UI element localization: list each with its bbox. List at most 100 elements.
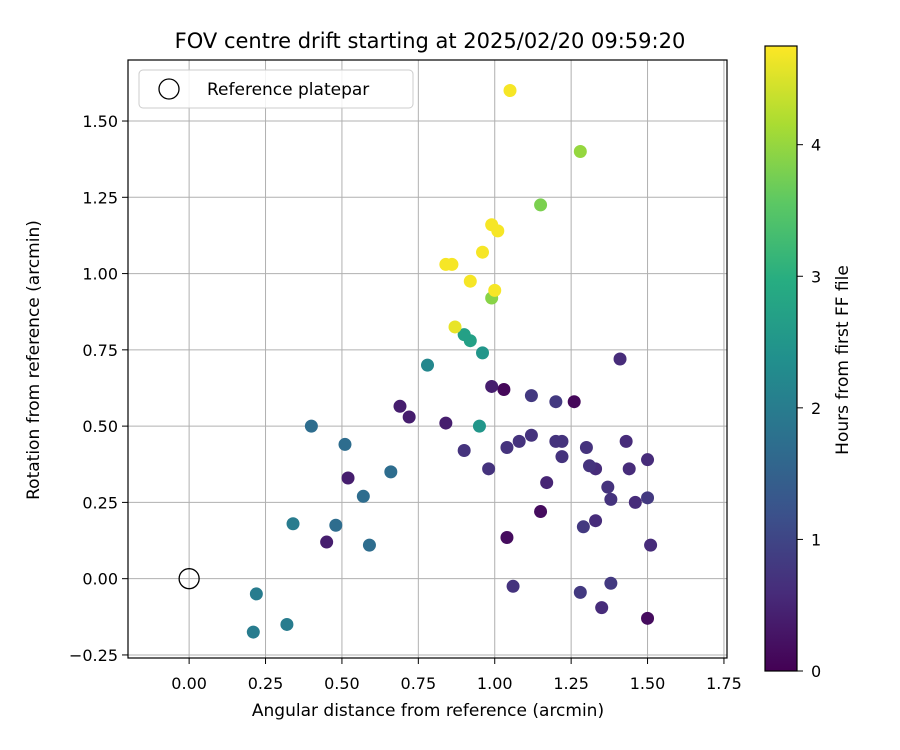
data-point: [421, 358, 434, 372]
colorbar-label: Hours from first FF file: [833, 265, 853, 455]
data-point: [622, 462, 636, 476]
data-point: [641, 611, 655, 625]
data-point: [457, 328, 471, 342]
data-point: [641, 491, 655, 505]
x-tick-label: 1.75: [706, 674, 742, 693]
data-point: [619, 434, 633, 448]
y-tick-label: 1.50: [82, 112, 118, 131]
legend-marker-icon: [158, 78, 180, 100]
y-tick-label: 1.00: [82, 265, 118, 284]
data-point: [304, 419, 318, 433]
data-point: [485, 379, 499, 393]
data-point: [384, 465, 398, 479]
data-point: [604, 492, 618, 506]
data-point: [534, 198, 548, 212]
data-point: [628, 495, 642, 509]
grid-lines: [128, 60, 727, 658]
data-point: [362, 538, 376, 552]
data-point: [439, 416, 453, 430]
chart-title: FOV centre drift starting at 2025/02/20 …: [175, 29, 686, 53]
colorbar-tick-label: 3: [811, 267, 821, 286]
x-tick-label: 0.00: [171, 674, 207, 693]
data-point: [445, 257, 459, 271]
colorbar-frame: [764, 45, 798, 672]
data-point: [457, 444, 471, 458]
data-point: [472, 419, 486, 433]
data-point: [641, 453, 655, 467]
data-point: [476, 346, 490, 360]
data-point: [356, 489, 370, 503]
data-point: [249, 587, 263, 601]
data-point: [567, 395, 581, 409]
x-tick-label: 0.25: [248, 674, 284, 693]
data-point: [613, 352, 627, 366]
colorbar-tick-label: 4: [811, 136, 821, 155]
x-axis-label: Angular distance from reference (arcmin): [252, 701, 604, 721]
y-axis-ticks: −0.25 0.00 0.25 0.50 0.75 1.00 1.25 1.50: [69, 112, 128, 665]
y-tick-label: 0.00: [82, 570, 118, 589]
colorbar-ticks: 0 1 2 3 4: [797, 136, 821, 681]
data-point: [393, 399, 407, 413]
data-point: [604, 576, 618, 590]
y-tick-label: 0.75: [82, 341, 118, 360]
data-point: [488, 283, 502, 297]
plot-frame: [127, 59, 728, 659]
x-tick-label: 0.50: [324, 674, 360, 693]
data-point: [497, 383, 511, 397]
data-point: [595, 601, 609, 615]
data-point: [573, 585, 587, 599]
data-point: [463, 274, 477, 288]
colorbar-gradient: [765, 46, 797, 671]
x-tick-label: 1.25: [553, 674, 589, 693]
colorbar-tick-label: 0: [811, 662, 821, 681]
legend-entry-reference: Reference platepar: [207, 80, 369, 100]
y-axis-label: Rotation from reference (arcmin): [24, 220, 44, 500]
legend: Reference platepar: [138, 69, 414, 109]
data-point: [579, 440, 593, 454]
data-point: [402, 410, 416, 424]
x-tick-label: 1.00: [477, 674, 513, 693]
data-point: [549, 434, 563, 448]
y-tick-label: 0.25: [82, 493, 118, 512]
data-point: [524, 389, 538, 403]
data-point: [491, 224, 505, 238]
data-points: [246, 84, 658, 639]
data-point: [500, 530, 514, 544]
reference-point-marker: [178, 568, 200, 590]
colorbar-tick-label: 1: [811, 530, 821, 549]
y-tick-label: 1.25: [82, 188, 118, 207]
data-point: [482, 462, 496, 476]
data-point: [448, 320, 462, 334]
data-point: [576, 520, 590, 534]
data-point: [549, 395, 563, 409]
y-tick-label: −0.25: [69, 646, 118, 665]
plot-area: 0.00 0.25 0.50 0.75 1.00 1.25 1.50 1.75 −0.25 0.…: [69, 59, 742, 693]
y-tick-label: 0.50: [82, 417, 118, 436]
data-point: [329, 518, 343, 532]
data-point: [476, 245, 490, 259]
data-point: [573, 145, 587, 159]
colorbar-tick-label: 2: [811, 399, 821, 418]
data-point: [503, 84, 517, 98]
data-point: [338, 437, 352, 451]
data-point: [582, 459, 596, 473]
data-point: [286, 517, 300, 531]
data-point: [320, 535, 334, 549]
data-point: [540, 476, 554, 490]
data-point: [280, 617, 294, 631]
data-point: [555, 450, 569, 464]
data-point: [644, 538, 658, 552]
x-tick-label: 0.75: [401, 674, 437, 693]
data-point: [589, 514, 603, 528]
x-axis-ticks: 0.00 0.25 0.50 0.75 1.00 1.25 1.50 1.75: [171, 658, 742, 693]
data-point: [341, 471, 355, 485]
data-point: [500, 440, 514, 454]
data-point: [601, 480, 615, 494]
x-tick-label: 1.50: [630, 674, 666, 693]
legend-box: [138, 69, 414, 109]
data-point: [246, 625, 260, 639]
colorbar: 0 1 2 3 4 Hours from first FF file: [764, 45, 853, 681]
data-point: [506, 579, 520, 593]
data-point: [512, 434, 526, 448]
